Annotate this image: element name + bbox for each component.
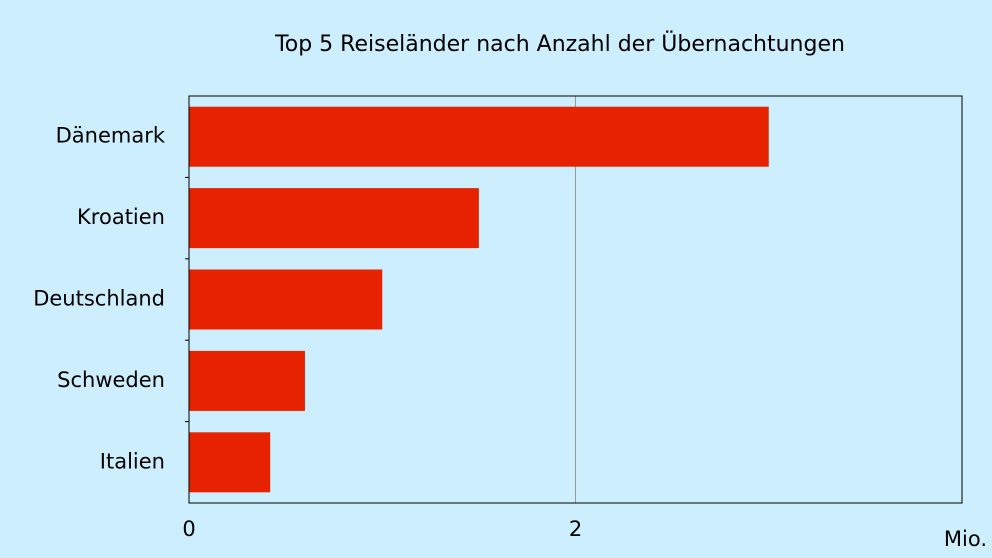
bar [189,350,305,411]
y-tick-label: Deutschland [33,287,165,311]
x-axis-label: Mio. [944,527,987,551]
y-tick-label: Italien [100,449,165,473]
chart-title: Top 5 Reiseländer nach Anzahl der Überna… [274,31,845,57]
y-tick-label: Dänemark [56,124,166,148]
y-tick-label: Kroatien [77,205,165,229]
y-tick-label: Schweden [57,368,165,392]
bar [189,188,479,249]
bar [189,432,271,493]
bar [189,269,383,330]
x-tick-label: 0 [182,517,195,541]
plot-frame [188,95,963,504]
bar [189,106,769,167]
x-tick-label: 2 [569,517,582,541]
